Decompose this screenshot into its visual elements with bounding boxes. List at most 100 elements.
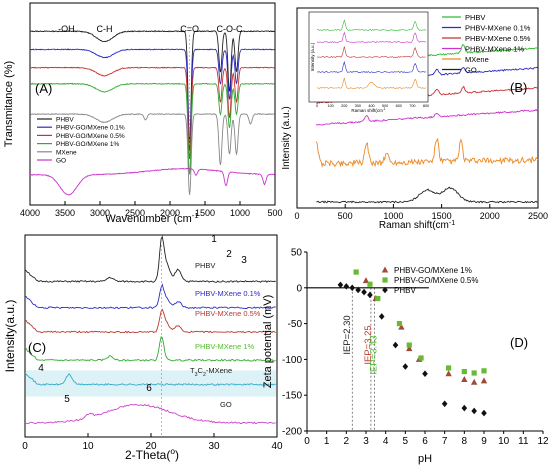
legend-label: PHBV-GO/MXene 0.5%: [56, 133, 125, 140]
x-tick-label: 500: [338, 211, 353, 221]
panel-c-xrd-chart: 0 10 20 30 40 2-Theta(o) Intensity(a.u.) PHBV PH…: [3, 234, 283, 462]
data-point-triangle: [470, 378, 478, 385]
series-label: PHBV-MXene 0.1%: [195, 289, 261, 298]
data-point-triangle: [480, 377, 488, 384]
data-point-diamond: [367, 291, 373, 299]
series-line: [29, 30, 275, 143]
series-line: [24, 372, 276, 386]
inset-tick-label: 100: [327, 104, 333, 108]
data-point-diamond: [481, 409, 487, 417]
legend-label: PHBV-MXene 0.1%: [465, 24, 531, 33]
legend-label: PHBV: [394, 286, 416, 295]
data-point-diamond: [402, 363, 409, 370]
x-axis-label: Raman shift(cm-1: [379, 220, 455, 232]
panel-a-ftir-chart: 4000 3500 3000 2500 2000 1500 1000 500 Wavenumbe…: [3, 2, 283, 225]
panel-d-zeta-chart: 0 1 2 3 4 5 6 7 8 9 10 11 12500-50-100-150-200pHZeta…: [262, 248, 549, 466]
data-point-diamond: [337, 281, 344, 289]
data-point-triangle: [381, 266, 389, 273]
data-point-diamond: [441, 400, 448, 408]
data-point-square: [367, 281, 373, 287]
x-tick-label: 0: [294, 211, 299, 221]
inset-tick-label: 400: [368, 104, 374, 108]
legend-label: GO: [465, 66, 477, 75]
legend-label: PHBV-GO/MXene 1%: [56, 141, 119, 148]
y-tick-label: 0: [296, 283, 302, 294]
x-tick-label: 2000: [480, 211, 500, 221]
series-line: [24, 308, 276, 334]
inset-tick-label: 500: [382, 104, 388, 108]
data-point-square: [446, 365, 452, 371]
data-point-diamond: [355, 286, 361, 294]
x-tick-label: 11: [518, 436, 529, 447]
legend-label: PHBV-MXene 1%: [465, 45, 525, 54]
legend-label: PHBV-GO/MXene 0.1%: [56, 125, 125, 132]
series-line: [316, 186, 539, 204]
x-tick-label: 500: [267, 208, 282, 218]
x-tick-label: 12: [537, 436, 549, 447]
data-point-triangle: [406, 345, 413, 352]
legend-label: GO: [56, 158, 66, 165]
series-line: [315, 137, 539, 168]
x-tick-label: 1500: [432, 211, 452, 221]
panel-tag: (B): [510, 80, 527, 95]
x-tick-label: 4: [383, 436, 389, 447]
y-axis-label: Zeta potential (mV): [262, 295, 274, 389]
series-line: [24, 336, 276, 362]
inset-tick-label: 300: [355, 104, 361, 108]
series-label: PHBV-MXene 1%: [195, 342, 255, 351]
inset-tick-label: 0: [316, 104, 318, 108]
series-label: PHBV-MXene 0.5%: [195, 309, 261, 318]
series-line: [30, 66, 275, 159]
inset-series-line: [316, 46, 426, 58]
x-tick-label: 10: [498, 436, 510, 447]
series-line: [316, 108, 539, 126]
data-point-diamond: [349, 284, 356, 292]
x-tick-label: 1000: [230, 208, 250, 218]
y-axis-label: Intensity (a.u.): [281, 106, 292, 169]
x-tick-label: 0: [22, 441, 28, 452]
legend-label: PHBV: [56, 117, 74, 124]
x-tick-label: 10: [82, 441, 94, 452]
x-tick-label: 0: [304, 436, 310, 447]
x-tick-label: 2: [344, 436, 350, 447]
data-point-square: [471, 370, 477, 376]
series-label: GO: [220, 400, 232, 409]
iep-label: IEP=3.25: [363, 325, 374, 364]
band-label: -OH: [58, 24, 75, 34]
data-point-square: [382, 277, 388, 283]
data-point-diamond: [382, 286, 388, 294]
series-line: [24, 403, 276, 425]
data-point-diamond: [471, 407, 477, 415]
x-tick-label: 2500: [125, 208, 145, 218]
iep-label: IEP=2.30: [342, 315, 353, 354]
legend-label: PHBV-GO/MXene 0.5%: [394, 276, 478, 285]
x-tick-label: 2500: [528, 211, 548, 221]
data-point-diamond: [378, 313, 385, 320]
series-line: [24, 235, 276, 283]
series-line: [29, 82, 275, 175]
data-point-square: [418, 355, 424, 361]
inset-series-line: [316, 19, 427, 32]
band-label: C-H: [97, 24, 113, 34]
x-tick-label: 7: [442, 436, 448, 447]
peak-label: 2: [226, 249, 232, 260]
peak-label: 5: [64, 394, 70, 405]
peak-label: 6: [146, 383, 152, 394]
x-tick-label: 9: [481, 436, 487, 447]
data-point-square: [353, 269, 359, 275]
plot-frame: [296, 7, 539, 209]
legend-label: MXene: [465, 55, 489, 64]
data-point-diamond: [422, 370, 428, 378]
x-tick-label: 40: [271, 441, 283, 452]
data-point-square: [406, 342, 412, 348]
x-tick-label: 8: [462, 436, 468, 447]
x-axis-label: pH: [418, 453, 432, 465]
data-point-square: [396, 321, 403, 327]
x-tick-label: 20: [145, 441, 157, 452]
data-point-triangle: [445, 370, 452, 377]
plot-frame: [29, 2, 276, 206]
band-label: C=O: [180, 24, 199, 34]
y-axis-label: Intensity(a.u.): [3, 300, 17, 373]
